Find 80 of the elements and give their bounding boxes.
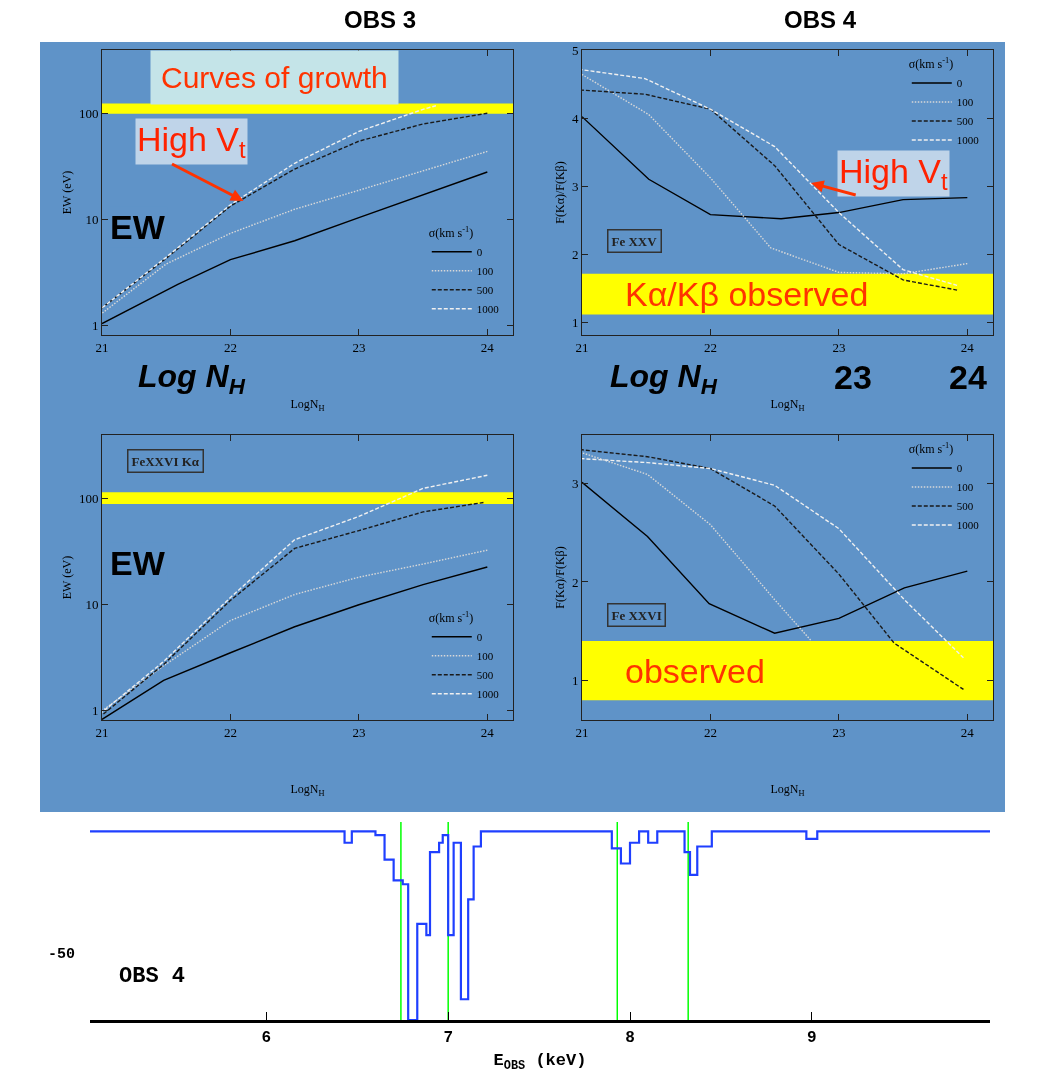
y-tick-label: 10 [85,597,99,613]
y-axis-title: EW (eV) [60,555,75,600]
y-tick-label: 1 [91,317,99,333]
legend-label: 100 [476,649,494,662]
x-tick-label: 24 [960,339,975,355]
x-tick-label: 23 [352,724,366,740]
y-tick-label: 5 [571,42,579,58]
x-tick-label: 24 [960,724,975,740]
annotation: Curves of growth [161,61,388,94]
y-tick-label: 1 [91,703,99,719]
legend-title: σ(km s$^{-1}$) [908,56,954,72]
line-series [582,452,812,641]
x-tick-label: 21 [95,724,109,740]
text: Log N$_{H}$ [610,358,718,399]
y-tick-label: 3 [571,475,579,491]
legend-label: 100 [476,264,494,277]
legend-title: σ(km s$^{-1}$) [428,610,474,626]
y-tick-label: 2 [571,246,579,262]
y-tick-label: 1 [571,673,579,689]
legend-label: 100 [956,481,974,494]
x-axis-title: LogN$_{H}$ [770,782,805,799]
x-tick-label: 21 [95,339,109,355]
legend-label: 0 [956,77,963,90]
annotation: EW [110,544,166,582]
text: OBS 3 [343,6,417,34]
legend-label: 500 [956,500,974,513]
y-tick-label: 1 [571,314,579,330]
legend-label: 1000 [476,687,500,700]
x-tick-label: 23 [832,339,846,355]
legend-label: 500 [476,668,494,681]
legend-label: 500 [476,283,494,296]
x-tick-label: 6 [261,1028,272,1047]
x-tick-label: 9 [807,1028,817,1047]
legend-label: 0 [476,630,483,643]
annotation: High V$_{t}$ [839,152,949,196]
x-axis-title: E$_{OBS}$ (keV) [493,1051,587,1073]
x-tick-label: 23 [832,724,846,740]
x-axis-title: LogN$_{H}$ [770,397,805,414]
x-axis-title: LogN$_{H}$ [290,782,325,799]
annotation: Fe XXV [611,233,658,249]
legend-label: 0 [476,245,483,258]
legend-label: 1000 [956,134,980,147]
annotation: High V$_{t}$ [137,120,247,164]
band-label: observed [625,652,765,690]
text: -50 [48,946,76,963]
x-tick-label: 24 [480,724,495,740]
x-tick-label: 22 [703,724,717,740]
x-tick-label: 8 [625,1028,635,1047]
y-tick-label: 4 [571,110,579,126]
x-tick-label: 22 [223,724,237,740]
y-axis-title: F(Kα)/F(Kβ) [553,546,568,609]
x-tick-label: 23 [352,339,366,355]
legend-label: 1000 [476,302,500,315]
x-tick-label: 21 [575,724,589,740]
x-tick-label: 21 [575,339,589,355]
text: Log N$_{H}$ [138,358,246,399]
legend-label: 100 [956,96,974,109]
annotation: OBS 4 [119,964,186,989]
y-tick-label: 10 [85,212,99,228]
band-label: Kα/Kβ observed [625,275,869,313]
legend-label: 0 [956,462,963,475]
legend-label: 500 [956,115,974,128]
y-tick-label: 3 [571,178,579,194]
y-tick-label: 100 [78,491,99,507]
x-tick-label: 22 [223,339,237,355]
y-axis-title: EW (eV) [60,170,75,215]
x-tick-label: 24 [480,339,495,355]
x-tick-label: 22 [703,339,717,355]
annotation: Fe XXVI [611,607,662,623]
y-tick-label: 100 [78,106,99,122]
text: OBS 4 [783,6,857,34]
x-axis-title: LogN$_{H}$ [290,397,325,414]
y-axis-title: F(Kα)/F(Kβ) [553,161,568,224]
y-tick-label: 2 [571,574,579,590]
x-tick-label: 7 [443,1028,453,1047]
annotation: FeXXVI Kα [131,453,200,469]
legend-title: σ(km s$^{-1}$) [428,225,474,241]
annotation: EW [110,208,166,246]
legend-title: σ(km s$^{-1}$) [908,441,954,457]
legend-label: 1000 [956,519,980,532]
